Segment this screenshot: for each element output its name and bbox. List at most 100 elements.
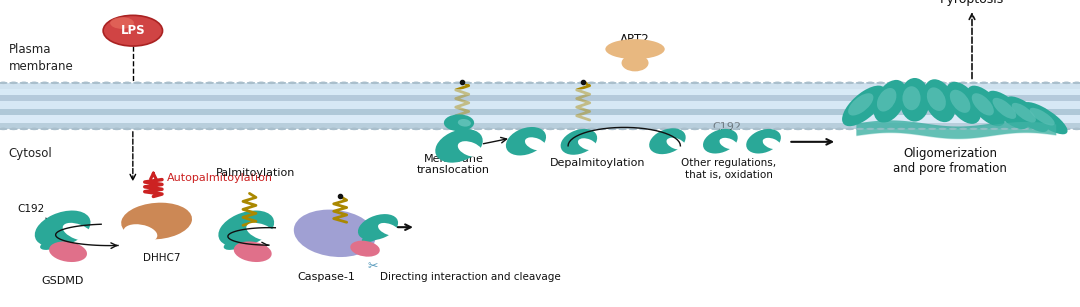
Circle shape [1031,128,1040,130]
Circle shape [144,82,152,84]
Circle shape [340,128,348,130]
Circle shape [422,82,431,84]
Circle shape [19,82,28,84]
Circle shape [877,128,885,130]
Circle shape [237,82,245,84]
Bar [0,101,1080,109]
Circle shape [422,82,431,84]
Circle shape [526,82,534,84]
Text: ✂: ✂ [367,260,378,273]
Circle shape [939,82,947,84]
Ellipse shape [233,241,272,262]
Circle shape [970,128,977,130]
Circle shape [62,82,69,84]
Circle shape [10,128,17,130]
Circle shape [907,82,916,84]
Circle shape [536,128,544,130]
Circle shape [268,82,275,84]
Circle shape [133,82,141,84]
Circle shape [773,82,782,84]
Ellipse shape [746,129,781,154]
Circle shape [484,82,492,84]
Circle shape [92,128,100,130]
Circle shape [660,82,667,84]
Circle shape [980,128,988,130]
Circle shape [154,82,162,84]
Bar [0,115,1080,123]
Circle shape [288,82,296,84]
Circle shape [164,128,173,130]
Circle shape [577,82,585,84]
Circle shape [195,128,203,130]
Circle shape [413,128,420,130]
Circle shape [123,128,131,130]
Circle shape [670,128,678,130]
Circle shape [649,128,658,130]
Circle shape [298,128,307,130]
Circle shape [185,128,193,130]
Circle shape [19,128,28,130]
Circle shape [794,82,802,84]
Circle shape [175,82,183,84]
Circle shape [402,128,410,130]
Circle shape [629,82,637,84]
Circle shape [185,82,193,84]
Circle shape [474,128,482,130]
Circle shape [1072,82,1080,84]
Circle shape [226,82,234,84]
Circle shape [588,82,596,84]
Circle shape [814,128,823,130]
Circle shape [185,128,193,130]
Circle shape [1063,82,1070,84]
Circle shape [1063,128,1070,130]
Circle shape [0,128,8,130]
Bar [0,109,1080,115]
Circle shape [855,128,864,130]
Text: LPS: LPS [121,24,145,37]
Circle shape [454,82,461,84]
Circle shape [402,128,410,130]
Bar [0,95,1080,101]
Circle shape [350,128,359,130]
Text: Oligomerization
and pore fromation: Oligomerization and pore fromation [893,147,1008,175]
Circle shape [814,128,823,130]
Circle shape [855,128,864,130]
Circle shape [19,128,28,130]
Circle shape [329,82,338,84]
Text: Pyroptosis: Pyroptosis [940,0,1004,6]
Circle shape [980,128,988,130]
Circle shape [402,82,410,84]
Circle shape [1072,128,1080,130]
Circle shape [1063,82,1070,84]
Circle shape [454,128,461,130]
Circle shape [298,82,307,84]
Circle shape [866,82,875,84]
Circle shape [639,82,647,84]
Circle shape [629,82,637,84]
Circle shape [721,128,730,130]
Circle shape [62,128,69,130]
Circle shape [773,128,782,130]
Circle shape [918,128,926,130]
Text: Autopalmitoylation: Autopalmitoylation [167,173,273,183]
Bar [0,83,1080,129]
Bar [0,123,1080,129]
Circle shape [939,82,947,84]
Circle shape [0,128,8,130]
Circle shape [381,128,389,130]
Ellipse shape [103,15,163,46]
Circle shape [288,82,296,84]
Circle shape [205,128,214,130]
Circle shape [247,128,255,130]
Circle shape [701,128,710,130]
Circle shape [350,82,359,84]
Circle shape [247,128,255,130]
Circle shape [278,128,286,130]
Circle shape [835,82,843,84]
Ellipse shape [903,86,920,110]
Circle shape [226,128,234,130]
Circle shape [370,128,379,130]
Circle shape [133,82,141,84]
Circle shape [577,128,585,130]
Circle shape [474,82,482,84]
